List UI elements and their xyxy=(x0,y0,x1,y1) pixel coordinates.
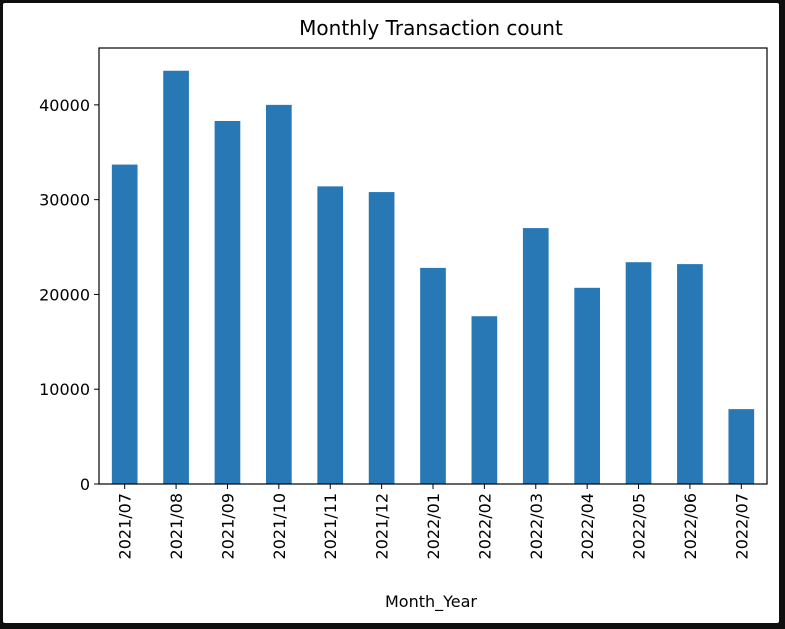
x-tick-label: 2022/06 xyxy=(681,493,700,559)
y-tick-label: 40000 xyxy=(39,96,90,115)
x-tick-label: 2021/11 xyxy=(321,493,340,559)
x-tick-label: 2022/07 xyxy=(732,493,751,559)
axes-frame xyxy=(98,47,768,485)
bars-group xyxy=(111,70,755,484)
bar-2022-07 xyxy=(728,409,755,484)
chart-title: Monthly Transaction count xyxy=(299,16,563,40)
x-axis: 2021/07 2021/08 2021/09 2021/10 2021/11 2021/… xyxy=(116,484,751,559)
x-tick-label: 2022/02 xyxy=(475,493,494,559)
bar-2021-10 xyxy=(266,104,292,484)
bar-2021-11 xyxy=(317,186,344,484)
bar-2022-01 xyxy=(420,267,446,484)
x-tick-label: 2022/04 xyxy=(578,493,597,559)
x-tick-label: 2022/05 xyxy=(630,493,649,559)
x-tick-label: 2021/12 xyxy=(373,493,392,559)
bar-2021-07 xyxy=(111,164,138,484)
bar-2022-04 xyxy=(574,287,600,484)
bar-chart: Monthly Transaction count 0 10000 20000 300… xyxy=(39,16,768,612)
x-tick-label: 2022/01 xyxy=(424,493,443,559)
x-tick-label: 2022/03 xyxy=(527,493,546,559)
x-tick-label: 2021/08 xyxy=(167,493,186,559)
bar-2022-05 xyxy=(625,262,652,484)
x-axis-label: Month_Year xyxy=(385,592,477,612)
x-tick-label: 2021/07 xyxy=(116,493,135,559)
figure-canvas: Monthly Transaction count 0 10000 20000 300… xyxy=(3,3,779,623)
y-tick-label: 20000 xyxy=(39,285,90,304)
y-tick-label: 30000 xyxy=(39,191,90,210)
x-tick-label: 2021/10 xyxy=(270,493,289,559)
bar-2021-08 xyxy=(163,70,189,484)
bar-2021-09 xyxy=(214,120,241,484)
x-tick-label: 2021/09 xyxy=(218,493,237,559)
bar-2022-03 xyxy=(522,228,549,484)
y-tick-label: 0 xyxy=(80,475,90,494)
bar-2021-12 xyxy=(368,192,395,484)
bar-2022-06 xyxy=(677,264,703,484)
y-axis: 0 10000 20000 30000 40000 xyxy=(39,96,99,494)
y-tick-label: 10000 xyxy=(39,380,90,399)
bar-2022-02 xyxy=(471,316,498,484)
